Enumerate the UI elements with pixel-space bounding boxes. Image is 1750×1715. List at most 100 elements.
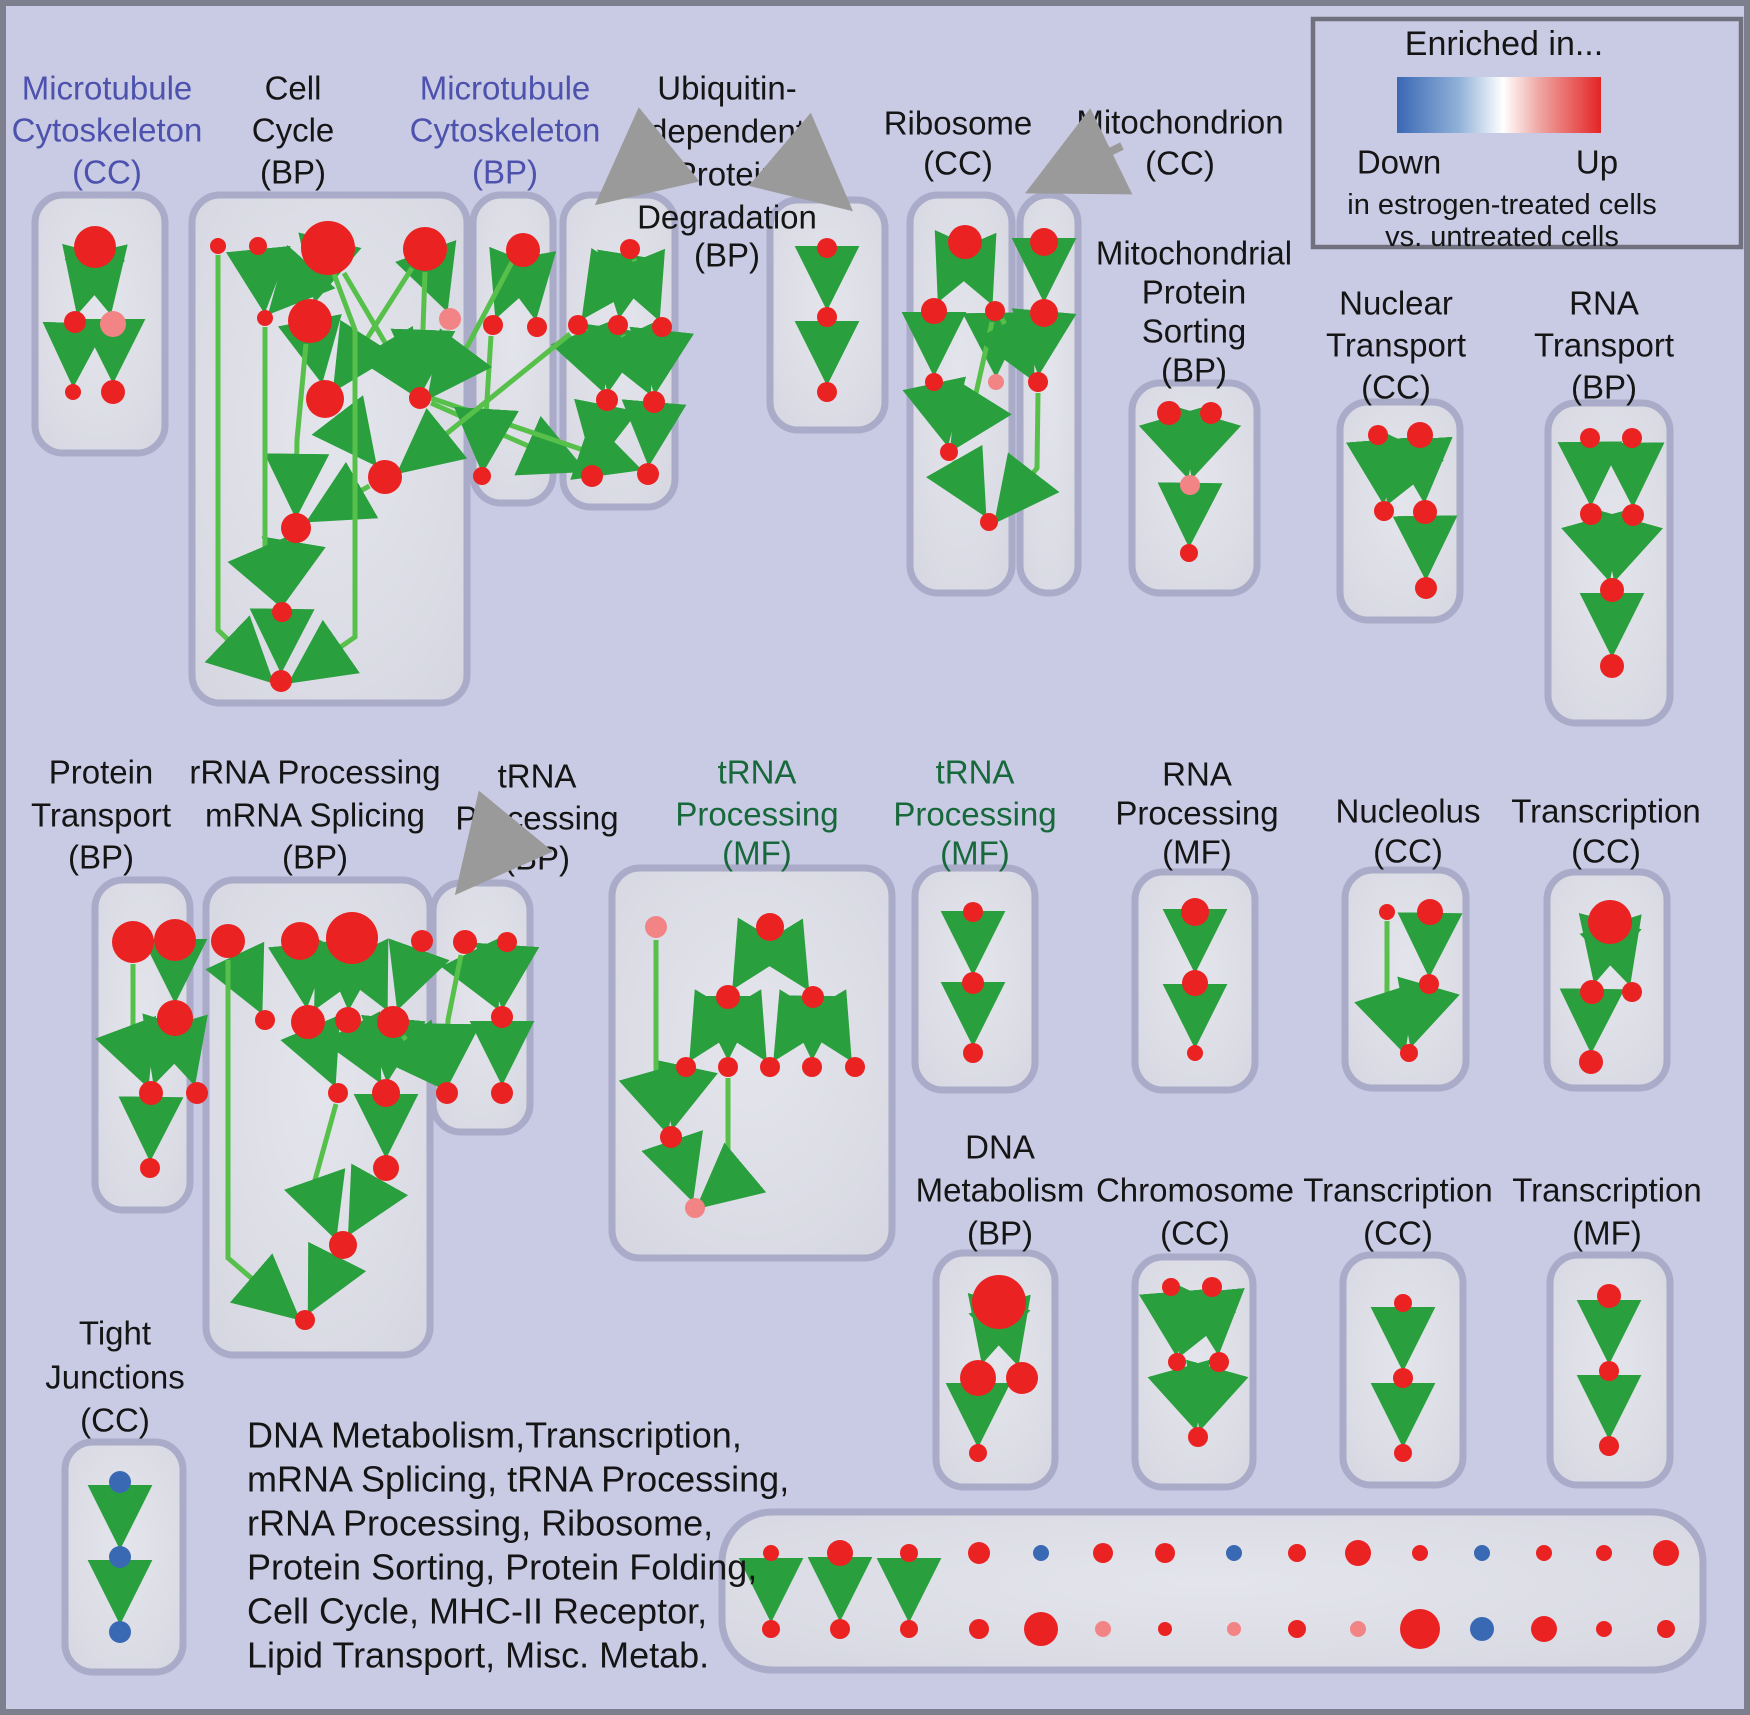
- strip-node-bottom-6: [1095, 1621, 1111, 1637]
- node-cell-cycle-n11: [281, 513, 311, 543]
- strip-node-top-4: [968, 1542, 990, 1564]
- cluster-label-microtubule-cc-line2: Cytoskeleton: [12, 112, 203, 149]
- strip-node-bottom-10: [1350, 1621, 1366, 1637]
- cluster-label-rrna-mrna-line3: (BP): [282, 839, 348, 876]
- edge-protein-transport-p3-p5: [145, 1014, 208, 1087]
- legend-up-label: Up: [1576, 144, 1618, 181]
- node-transcription-mf-z1: [1597, 1284, 1621, 1308]
- node-trna-processing-mf-1-f2: [756, 913, 784, 941]
- misc-categories-text-line6: Lipid Transport, Misc. Metab.: [247, 1635, 709, 1676]
- cluster-label-ubiquitin-degradation-a-line3: Protein: [675, 156, 780, 193]
- node-dna-metabolism-k2: [960, 1360, 996, 1396]
- edge-protein-transport-p4-p6: [118, 1096, 184, 1162]
- cluster-label-mitochondrion-cc-line1: Mitochondrion: [1076, 104, 1283, 141]
- edge-rrna-mrna-g1-g5: [205, 941, 265, 1015]
- node-ubiquitin-degradation-a-u6: [643, 391, 665, 413]
- node-rrna-mrna-g13: [295, 1310, 315, 1330]
- edge-chromosome-cc-x1-x3: [1139, 1289, 1204, 1357]
- node-trna-processing-mf-1-f4: [802, 986, 824, 1008]
- node-cell-cycle-n6: [288, 299, 332, 343]
- cluster-label-tight-junctions-line3: (CC): [80, 1402, 150, 1439]
- strip-node-bottom-7: [1158, 1622, 1172, 1636]
- edge-trna-processing-bp-h2-h3: [474, 942, 540, 1010]
- node-transcription-cc-3-y2: [1393, 1368, 1413, 1388]
- node-nuclear-transport-t3: [1374, 501, 1394, 521]
- node-protein-transport-p6: [140, 1158, 160, 1178]
- strip-node-top-7: [1155, 1543, 1175, 1563]
- cluster-label-microtubule-bp-line3: (BP): [472, 154, 538, 191]
- node-rrna-mrna-g12: [329, 1231, 357, 1259]
- edge-rna-transport-q1-q3: [1557, 441, 1623, 507]
- misc-categories-text-line4: Protein Sorting, Protein Folding,: [247, 1547, 757, 1588]
- edge-chromosome-cc-x2-x4: [1180, 1288, 1245, 1356]
- strip-node-top-6: [1093, 1543, 1113, 1563]
- cluster-label-nucleolus-cc-line1: Nucleolus: [1336, 793, 1481, 830]
- node-ribosome-cc-r1: [948, 225, 982, 259]
- cluster-label-transcription-cc-3-line2: (CC): [1363, 1215, 1433, 1252]
- cluster-label-trna-processing-mf-2-line2: Processing: [893, 796, 1056, 833]
- edge-rrna-mrna-path12: [225, 960, 301, 1321]
- cluster-label-dna-metabolism-line3: (BP): [967, 1215, 1033, 1252]
- node-trna-processing-mf-1-f5: [676, 1057, 696, 1077]
- cluster-label-mitochondrion-cc-line2: (CC): [1145, 145, 1215, 182]
- node-microtubule-cc-b: [64, 311, 86, 333]
- node-tight-junctions-j3: [109, 1621, 131, 1643]
- node-nuclear-transport-t4: [1413, 500, 1437, 524]
- node-ribosome-cc-r7: [980, 513, 998, 531]
- misc-categories-text-line3: rRNA Processing, Ribosome,: [247, 1503, 713, 1544]
- legend-subtitle-1: in estrogen-treated cells: [1347, 189, 1657, 221]
- edge-trna-processing-mf-1-f4-f8: [780, 995, 846, 1061]
- node-rna-transport-q5: [1600, 578, 1624, 602]
- node-rna-processing-mf-d3: [1187, 1045, 1203, 1061]
- node-cell-cycle-n7: [439, 308, 461, 330]
- node-cell-cycle-n4: [403, 227, 447, 271]
- cluster-label-rna-processing-mf-line1: RNA: [1162, 756, 1232, 793]
- strip-node-top-3: [900, 1544, 918, 1562]
- edge-trna-processing-mf-1-f2-f4: [747, 918, 810, 991]
- pointer-arrow-ubiquitin-to-left-box: [594, 107, 700, 206]
- cluster-label-nuclear-transport-line3: (CC): [1361, 369, 1431, 406]
- edge-chromosome-cc-x4-x5: [1185, 1359, 1249, 1431]
- edge-trna-processing-mf-1-path11: [695, 1078, 767, 1210]
- cluster-label-tight-junctions-line2: Junctions: [45, 1359, 184, 1396]
- cluster-label-cell-cycle-line2: Cycle: [252, 112, 335, 149]
- node-nuclear-transport-t1: [1368, 425, 1388, 445]
- edge-cell-cycle-n6-n8: [277, 314, 342, 385]
- edge-microtubule-cc-a-c: [64, 244, 128, 315]
- node-dna-metabolism-k1: [972, 1275, 1026, 1329]
- node-nucleolus-cc-c2: [1417, 899, 1443, 925]
- edge-nuclear-transport-t4-t5: [1392, 515, 1458, 581]
- cluster-label-transcription-cc-3-line1: Transcription: [1303, 1172, 1493, 1209]
- node-rrna-mrna-g9: [328, 1083, 348, 1103]
- node-transcription-cc-mid-b2: [1580, 980, 1604, 1004]
- edge-rna-transport-q4-q5: [1600, 510, 1664, 583]
- cluster-label-ribosome-cc-line1: Ribosome: [884, 105, 1033, 142]
- node-ribosome-cc-r3: [985, 301, 1005, 321]
- node-trna-processing-mf-1-f9: [845, 1057, 865, 1077]
- cluster-label-dna-metabolism-line2: Metabolism: [916, 1172, 1085, 1209]
- node-nuclear-transport-t2: [1407, 422, 1433, 448]
- node-mito-protein-sorting-s2: [1200, 402, 1222, 424]
- node-rrna-mrna-g8: [377, 1006, 409, 1038]
- node-nucleolus-cc-c4: [1400, 1044, 1418, 1062]
- cluster-label-rna-processing-mf-line3: (MF): [1162, 834, 1232, 871]
- edge-transcription-cc-mid-b2-b4: [1559, 988, 1625, 1054]
- cluster-label-transcription-cc-mid-line1: Transcription: [1511, 793, 1701, 830]
- node-rrna-mrna-g5: [255, 1010, 275, 1030]
- node-chromosome-cc-x3: [1168, 1353, 1186, 1371]
- node-nucleolus-cc-c1: [1379, 904, 1395, 920]
- node-cell-cycle-n2: [249, 237, 267, 255]
- cluster-label-nucleolus-cc-line2: (CC): [1373, 833, 1443, 870]
- node-chromosome-cc-x1: [1162, 1278, 1180, 1296]
- node-cell-cycle-n9: [409, 387, 431, 409]
- node-protein-transport-p3: [157, 1000, 193, 1036]
- node-cell-cycle-n5: [257, 310, 273, 326]
- edge-rrna-mrna-g2-g6: [267, 940, 333, 1009]
- cluster-label-ubiquitin-degradation-a-line4: Degradation: [637, 199, 817, 236]
- cluster-label-microtubule-bp-line1: Microtubule: [420, 70, 591, 107]
- node-microtubule-bp-m3: [527, 317, 547, 337]
- pointer-arrow-trna-bp-to-box: [454, 790, 553, 896]
- edge-ubiquitin-degradation-a-u4-u6: [629, 326, 694, 395]
- node-trna-processing-mf-2-e1: [963, 902, 983, 922]
